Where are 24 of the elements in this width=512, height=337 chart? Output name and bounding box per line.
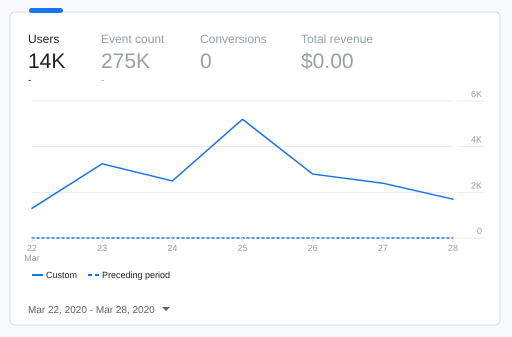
text: - — [28, 75, 32, 86]
text: Event count — [101, 32, 166, 46]
y-tick-label: 2K — [470, 180, 482, 190]
x-tick-label: 24 — [167, 243, 178, 253]
y-tick-label: 0 — [476, 226, 482, 236]
x-tick-label: 22 Mar — [24, 243, 40, 263]
text: Mar 22, 2020 - Mar 28, 2020 — [28, 305, 156, 316]
y-tick-label: 4K — [470, 134, 482, 145]
x-tick-label: 26 — [308, 243, 318, 253]
text: - — [101, 75, 104, 86]
x-tick-label: 27 — [378, 243, 388, 253]
text: 275K — [101, 50, 150, 73]
text: Conversions — [200, 32, 267, 46]
legend-label: Preceding period — [102, 270, 170, 280]
legend-label: Custom — [46, 270, 78, 280]
text: 14K — [28, 50, 66, 73]
x-tick-label: 28 — [448, 243, 458, 253]
text: Users — [28, 32, 60, 46]
x-tick-label: 25 — [237, 243, 248, 253]
y-tick-label: 6K — [470, 89, 482, 99]
text: 0 — [200, 50, 212, 73]
x-tick-label: 23 — [97, 243, 108, 253]
text: Total revenue — [301, 32, 374, 46]
text: $0.00 — [301, 50, 354, 73]
